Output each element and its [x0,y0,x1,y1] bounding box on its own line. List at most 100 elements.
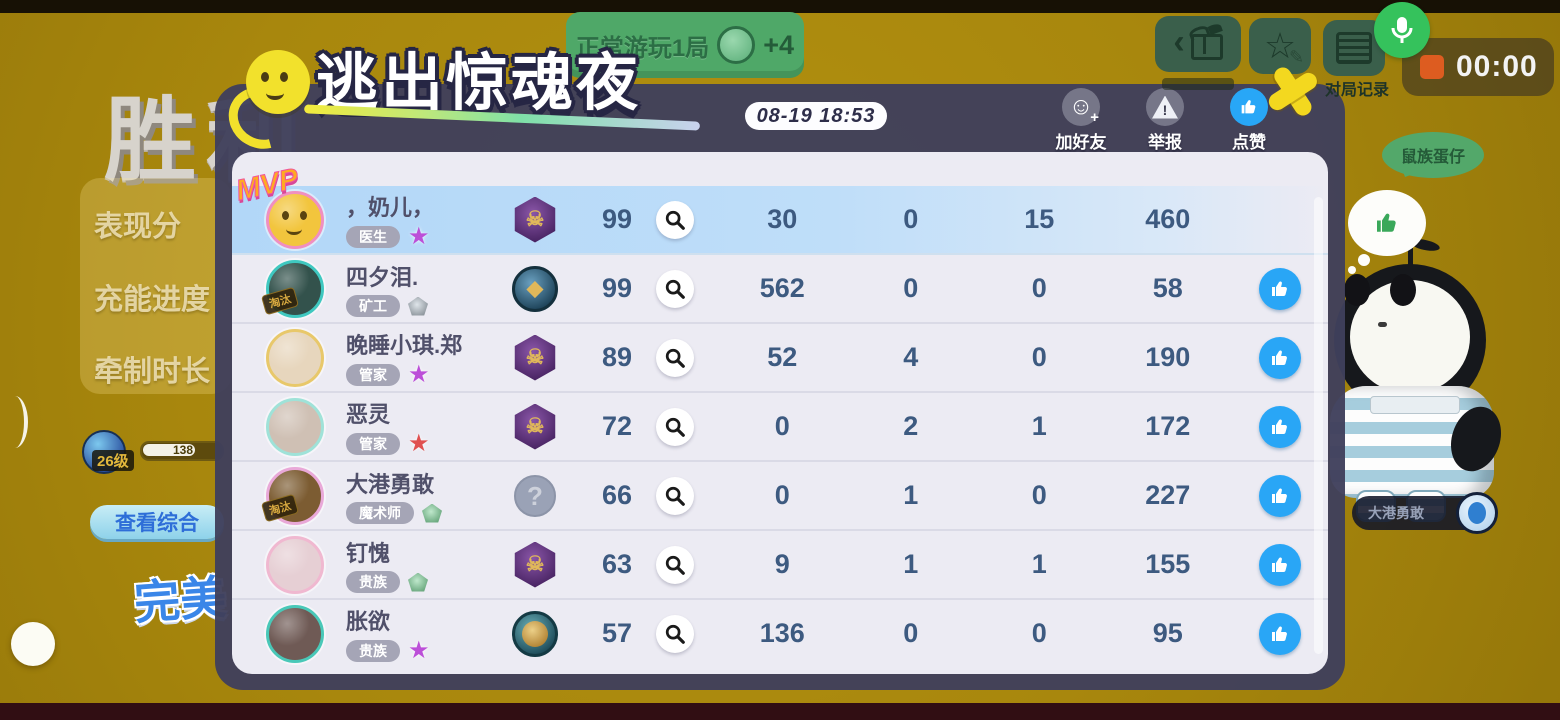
mascot-speech-bubble: 鼠族蛋仔 [1382,132,1484,178]
stat-value-1: 52 [767,342,798,372]
match-record-button[interactable] [1323,20,1385,76]
eliminated-tag: 淘汰 [260,286,300,315]
session-banner: 正常游玩1局 +4 [566,12,804,78]
gift-icon [1190,34,1223,60]
score-value: 99 [601,273,632,303]
inspect-button[interactable] [656,200,694,239]
role-tag: 贵族 [346,640,400,662]
like-button[interactable] [1259,267,1301,310]
score-value: 72 [601,411,632,441]
rank-badge-icon [422,503,442,523]
stat-value-2: 1 [903,480,919,510]
role-tag: 医生 [346,226,400,248]
microphone-icon [1391,17,1413,43]
coin-icon [717,26,756,64]
like-button[interactable] [1259,474,1301,517]
xp-progress-bar: 138 [140,441,224,461]
rate-button[interactable]: ☆ [1249,18,1311,74]
role-tag: 管家 [346,364,400,386]
avatar[interactable] [266,535,324,594]
stat-value-3: 1 [1031,411,1047,441]
list-icon [1336,32,1372,64]
panel-actions: ☺ + 加好友 ! 举报 点赞 [1050,88,1280,153]
results-table: MVP ，奶儿， 医生 ★ ☠ 99 30 0 15 460 [232,162,1328,667]
stat-value-2: 1 [903,549,919,579]
role-tag: 贵族 [346,571,400,593]
player-name: 四夕泪. [346,265,419,290]
stat-label-duration: 牵制时长 [94,356,211,388]
role-tag: 矿工 [346,295,400,317]
record-stop-icon[interactable] [1420,55,1444,79]
level-badge: 26级 [92,450,134,471]
role-tag: 管家 [346,433,400,455]
stat-value-3: 0 [1031,342,1047,372]
recording-timer: 00:00 [1402,38,1554,96]
role-tag: 魔术师 [346,502,414,524]
report-icon: ! [1146,88,1184,126]
inspect-button[interactable] [656,614,694,653]
stat-value-1: 0 [774,480,790,510]
stat-value-1: 9 [774,549,790,579]
class-badge-icon: ☠ [514,196,556,243]
like-action-button[interactable]: 点赞 [1218,88,1280,153]
stat-value-2: 0 [903,618,919,648]
avatar[interactable] [266,397,324,456]
close-button[interactable] [1259,57,1328,126]
stat-value-4: 460 [1145,204,1191,234]
avatar[interactable] [266,190,324,249]
avatar[interactable] [266,328,324,387]
score-value: 66 [601,480,632,510]
avatar[interactable]: 淘汰 [260,466,324,525]
like-button[interactable] [1259,612,1301,655]
player-name: 大港勇敢 [346,472,435,497]
table-row: 淘汰 大港勇敢 魔术师 ? 66 0 1 0 227 [232,462,1328,531]
avatar[interactable]: 淘汰 [260,259,324,318]
table-row: 钉愧 贵族 ☠ 63 9 1 1 155 [232,531,1328,600]
stat-label-performance: 表现分 [94,211,182,243]
class-badge-icon: ☠ [514,541,556,588]
player-name: 恶灵 [346,402,391,427]
like-button[interactable] [1259,405,1301,448]
stat-value-3: 15 [1024,204,1055,234]
top-letterbox [0,0,1560,13]
stat-value-3: 0 [1031,480,1047,510]
like-button[interactable] [1259,336,1301,379]
mascot-thought-bubble [1348,190,1426,256]
inspect-button[interactable] [656,476,694,515]
game-logo-icon [246,50,310,114]
inspect-button[interactable] [656,269,694,308]
stat-value-2: 2 [903,411,919,441]
stat-value-3: 0 [1031,618,1047,648]
table-row: 晚睡小琪.郑 管家 ★ ☠ 89 52 4 0 190 [232,324,1328,393]
microphone-button[interactable] [1374,2,1430,58]
scrollbar[interactable] [1314,197,1323,654]
mascot-character [1322,236,1522,538]
like-button[interactable] [1259,543,1301,586]
class-badge-icon: ◆ [512,265,558,312]
stat-value-1: 562 [759,273,805,303]
stat-value-2: 0 [903,273,919,303]
view-summary-button[interactable]: 查看综合 [90,505,224,539]
report-button[interactable]: ! 举报 [1134,88,1196,153]
player-name: 胀欲 [346,609,391,634]
thumbs-up-icon [1230,88,1268,126]
gift-button[interactable]: ‹ [1155,16,1241,72]
floating-dot-button[interactable] [11,622,55,666]
chevron-left-icon: ‹ [1173,23,1185,61]
eliminated-tag: 淘汰 [260,493,300,522]
inspect-button[interactable] [656,545,694,584]
score-value: 99 [601,204,632,234]
stat-value-4: 95 [1152,618,1183,648]
match-timestamp: 08-19 18:53 [745,102,887,130]
stat-value-4: 155 [1145,549,1191,579]
table-row: MVP ，奶儿， 医生 ★ ☠ 99 30 0 15 460 [232,162,1328,255]
class-badge-icon: ☠ [514,403,556,450]
avatar[interactable] [266,604,324,663]
stat-value-4: 190 [1145,342,1191,372]
bottom-letterbox [0,703,1560,720]
inspect-button[interactable] [656,338,694,377]
inspect-button[interactable] [656,407,694,446]
add-friend-button[interactable]: ☺ + 加好友 [1050,88,1112,153]
score-value: 89 [601,342,632,372]
player-name: 晚睡小琪.郑 [346,333,463,358]
